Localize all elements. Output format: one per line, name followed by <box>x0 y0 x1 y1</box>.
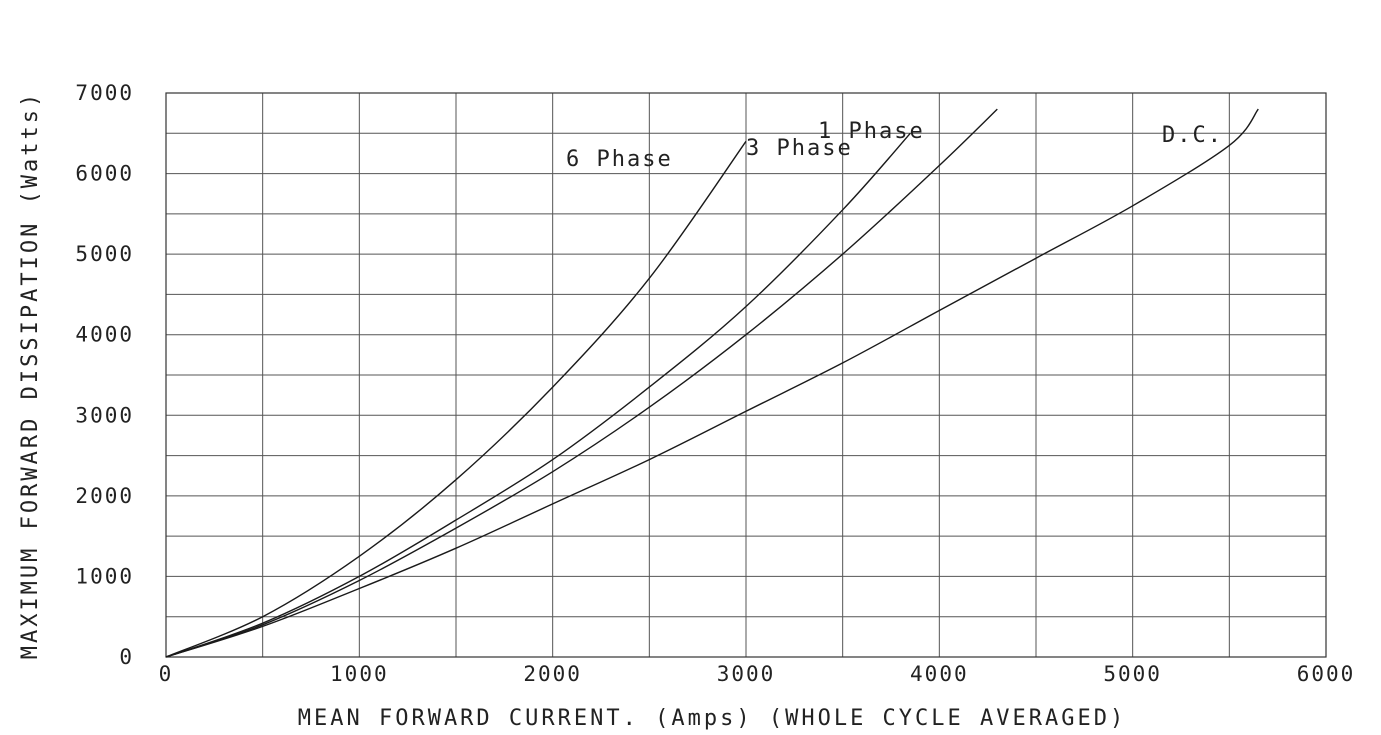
x-axis-label: MEAN FORWARD CURRENT. (Amps) (WHOLE CYCL… <box>298 706 1127 731</box>
series-curves <box>165 108 1259 658</box>
x-tick-label: 2000 <box>523 662 582 686</box>
x-tick-label: 5000 <box>1103 662 1162 686</box>
y-tick-label: 7000 <box>75 81 134 105</box>
y-tick-label: 4000 <box>75 323 134 347</box>
series-line-3-phase <box>165 132 911 658</box>
x-tick-label: 3000 <box>717 662 776 686</box>
y-tick-label: 1000 <box>75 564 134 588</box>
grid <box>166 93 1326 657</box>
series-label-1-phase: 1 Phase <box>818 119 925 144</box>
series-label-6-phase: 6 Phase <box>566 147 673 172</box>
x-tick-label: 0 <box>159 662 174 686</box>
y-axis-label: MAXIMUM FORWARD DISSIPATION (Watts) <box>18 91 43 660</box>
x-tick-label: 4000 <box>910 662 969 686</box>
x-tick-label: 1000 <box>330 662 389 686</box>
series-line-d-c <box>165 108 1259 658</box>
series-line-1-phase <box>165 108 998 658</box>
x-tick-label: 6000 <box>1297 662 1356 686</box>
series-line-6-phase <box>165 140 747 658</box>
series-label-3-phase: 3 Phase <box>746 136 853 161</box>
plot-frame <box>165 92 1327 658</box>
y-tick-label: 0 <box>119 645 134 669</box>
y-tick-label: 5000 <box>75 242 134 266</box>
y-tick-label: 3000 <box>75 403 134 427</box>
series-label-d-c: D.C. <box>1162 123 1223 148</box>
x-tick-labels: 0 1000 2000 3000 4000 5000 6000 <box>159 662 1356 686</box>
y-tick-label: 2000 <box>75 484 134 508</box>
y-tick-label: 6000 <box>75 162 134 186</box>
y-tick-labels: 0 1000 2000 3000 4000 5000 6000 7000 <box>75 81 134 669</box>
